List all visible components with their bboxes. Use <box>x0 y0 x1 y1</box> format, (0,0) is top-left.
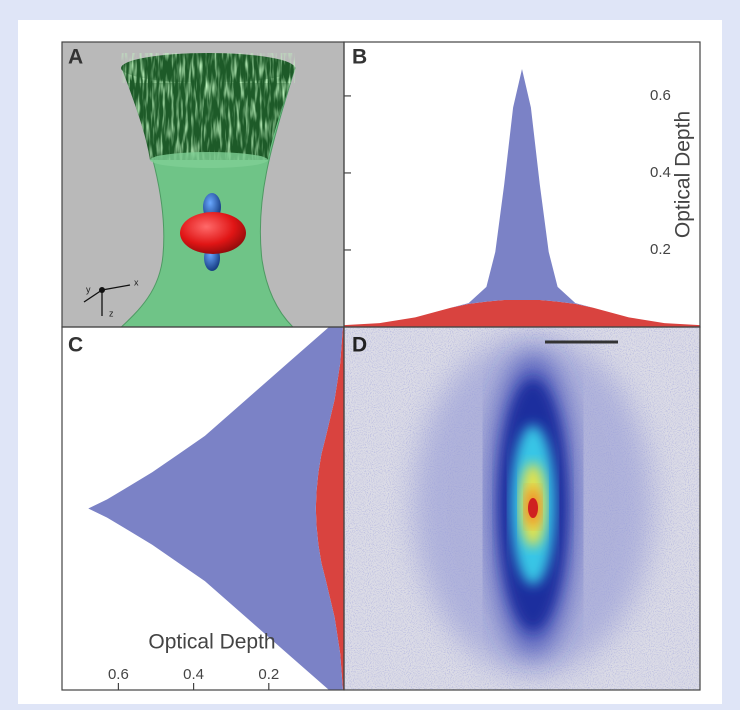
panel-label: A <box>68 46 83 69</box>
x-tick-label: 0.4 <box>183 666 204 683</box>
axis-icon-label: y <box>86 284 91 294</box>
y-tick-label: 0.4 <box>650 164 671 181</box>
panel-d-image <box>344 327 700 690</box>
area-segment <box>88 327 343 690</box>
y-axis-title: Optical Depth <box>672 111 695 238</box>
x-tick-label: 0.6 <box>108 666 129 683</box>
y-tick-label: 0.2 <box>650 241 671 258</box>
panel-a-render <box>62 42 344 327</box>
panel-label: B <box>352 46 367 69</box>
panel-borders <box>61 41 701 691</box>
panel-label: D <box>352 334 367 357</box>
y-tick-label: 0.6 <box>650 87 671 104</box>
axis-icon-label: z <box>109 308 114 318</box>
panel-label: C <box>68 334 83 357</box>
area-segment <box>315 327 344 690</box>
axis-icon-label: x <box>134 277 139 287</box>
x-tick-label: 0.2 <box>258 666 279 683</box>
area-segment <box>344 300 700 327</box>
area-segment <box>344 69 700 326</box>
x-axis-title: Optical Depth <box>148 631 275 654</box>
